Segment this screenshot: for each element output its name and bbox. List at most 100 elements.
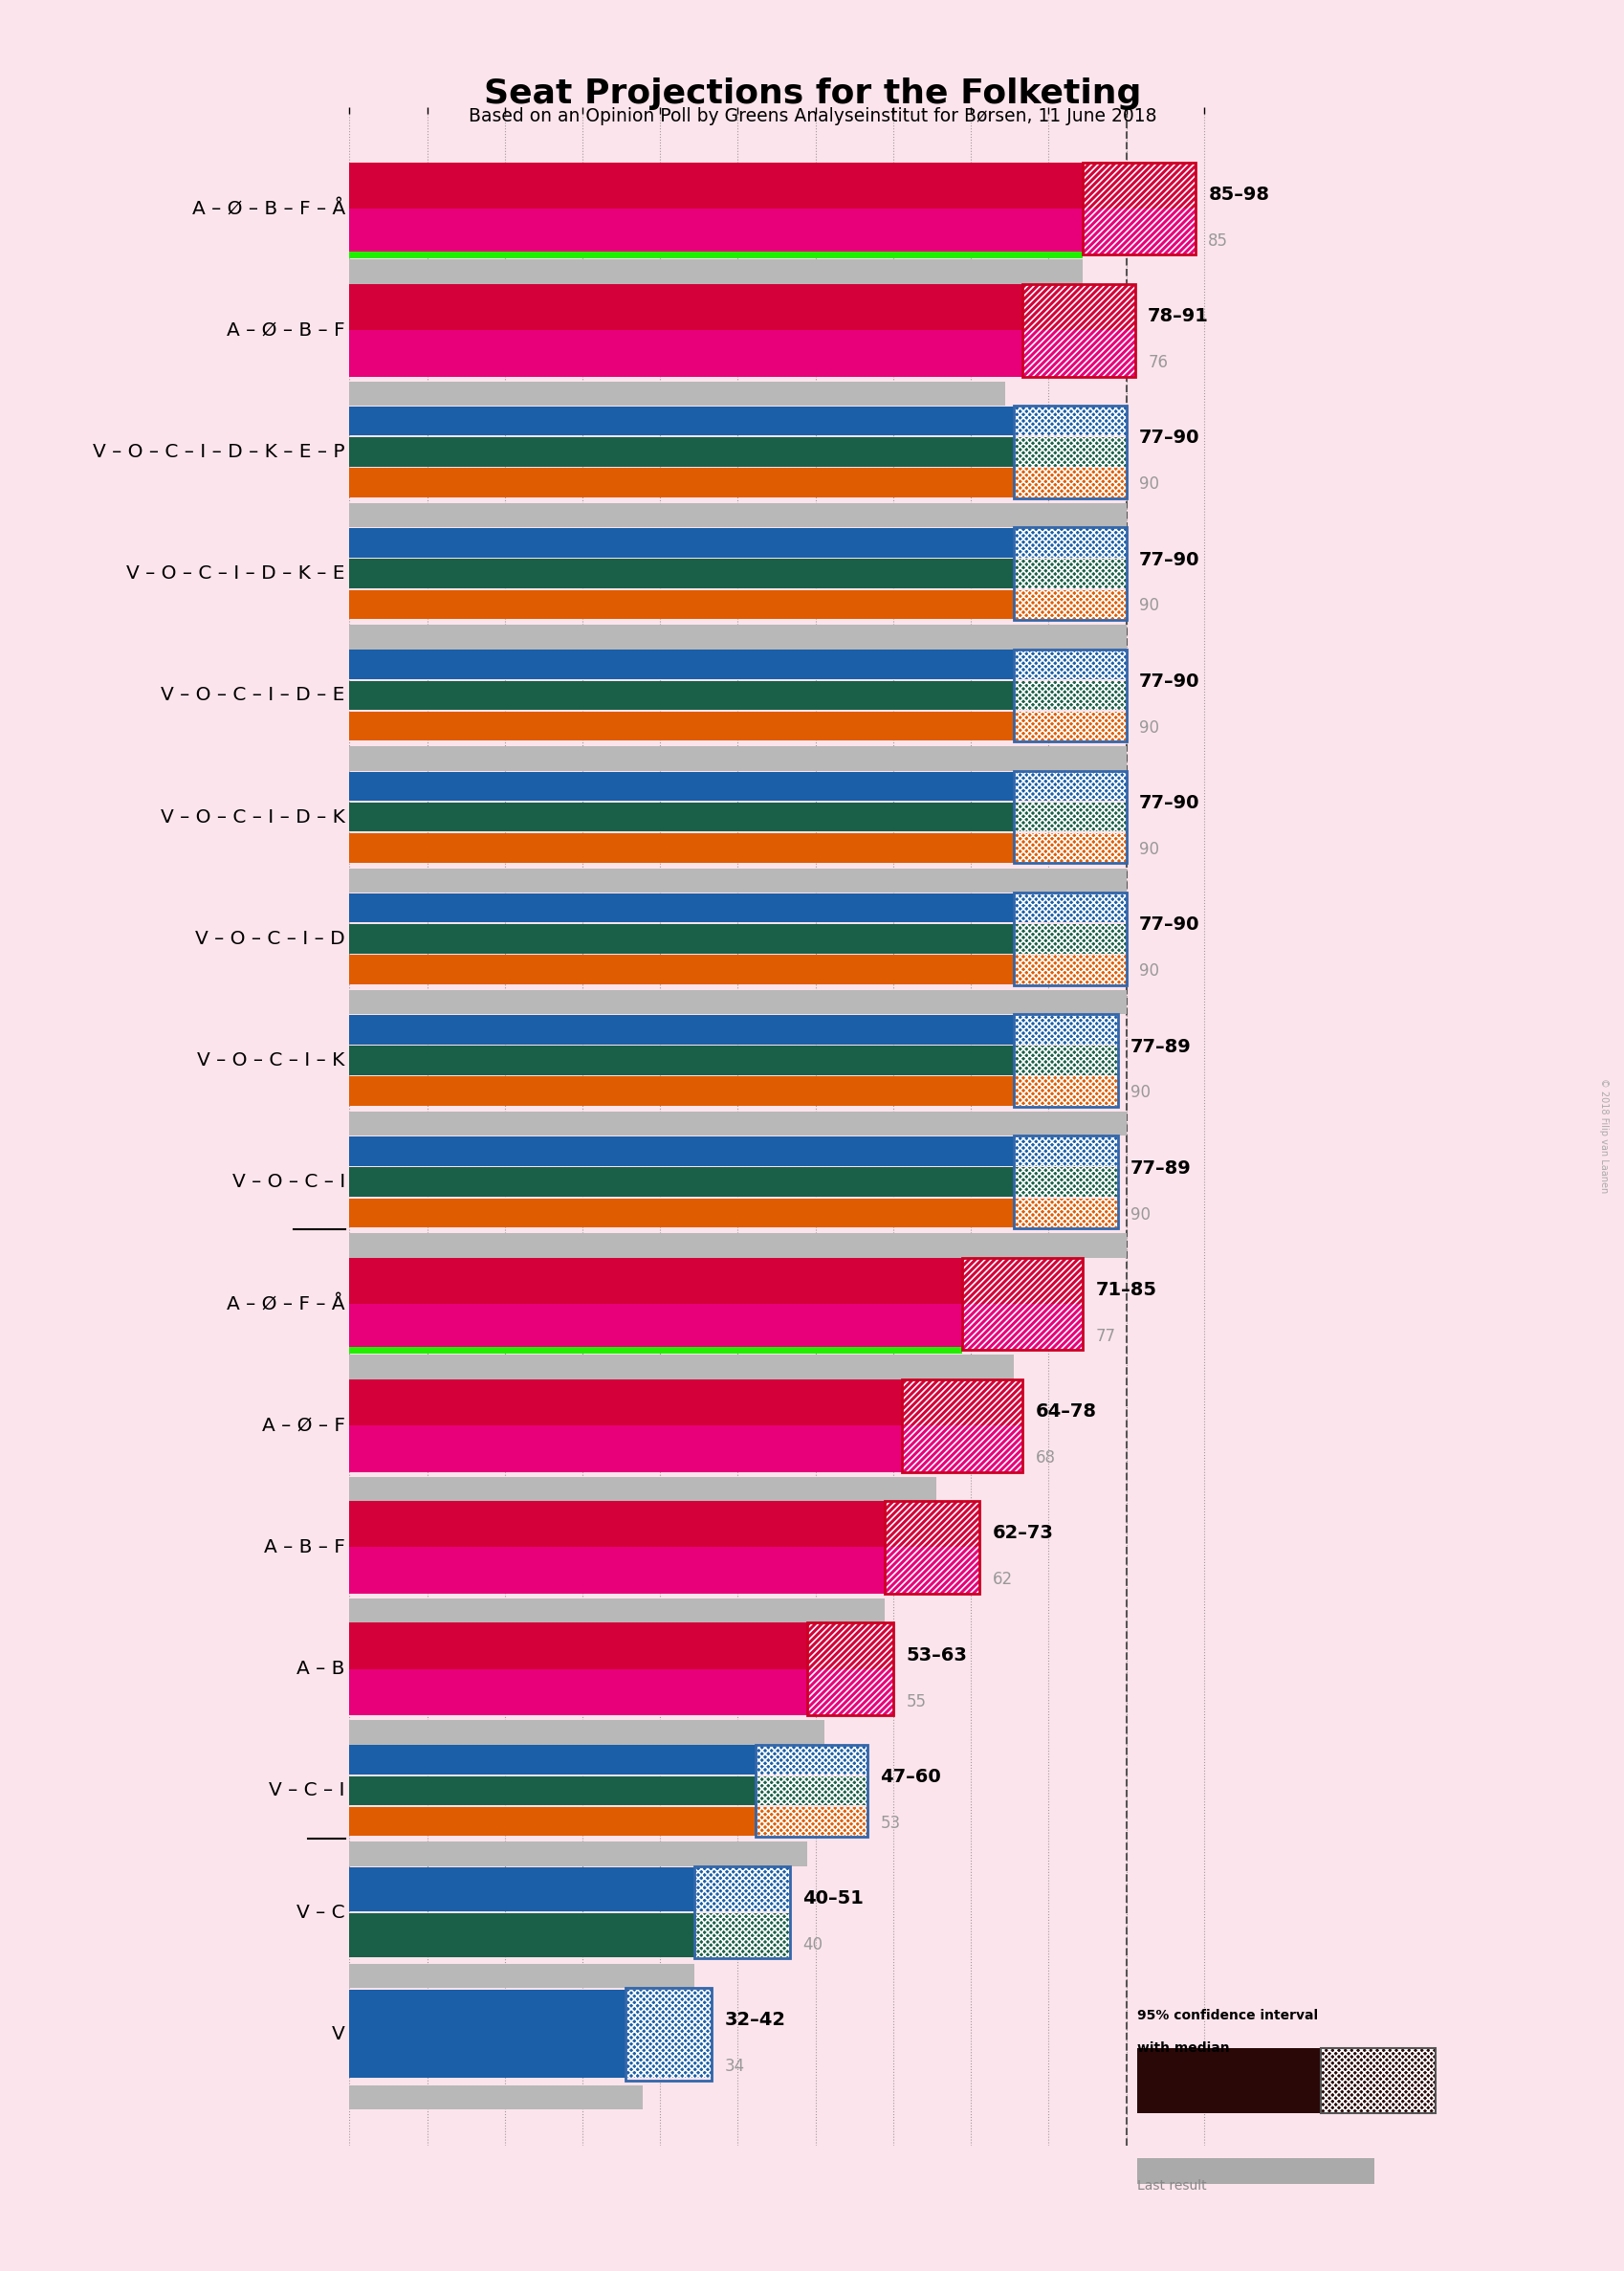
Bar bbox=[625, 1989, 711, 2078]
Bar bbox=[901, 1378, 1021, 1472]
Text: 90: 90 bbox=[1138, 475, 1158, 493]
Bar bbox=[349, 833, 1013, 863]
Text: 34: 34 bbox=[724, 2058, 745, 2076]
Bar bbox=[349, 1426, 901, 1472]
Text: A – B – F: A – B – F bbox=[263, 1537, 344, 1556]
Bar bbox=[883, 1501, 979, 1547]
Bar bbox=[349, 1111, 1125, 1136]
Bar bbox=[901, 1426, 1021, 1472]
Bar bbox=[1013, 681, 1125, 711]
Bar bbox=[1013, 770, 1125, 863]
Bar bbox=[349, 650, 1013, 679]
Text: 77–89: 77–89 bbox=[1130, 1158, 1190, 1176]
Bar bbox=[1021, 284, 1134, 329]
Bar bbox=[1013, 711, 1125, 740]
Text: 90: 90 bbox=[1130, 1083, 1150, 1101]
Bar bbox=[695, 1914, 789, 1958]
Text: 95% confidence interval: 95% confidence interval bbox=[1137, 2010, 1317, 2023]
Bar bbox=[1083, 209, 1195, 254]
Bar bbox=[349, 1501, 883, 1547]
Text: Seat Projections for the Folketing: Seat Projections for the Folketing bbox=[484, 77, 1140, 109]
Bar bbox=[1013, 1015, 1117, 1106]
Bar bbox=[349, 924, 1013, 954]
Bar bbox=[349, 1167, 1013, 1197]
Text: 62: 62 bbox=[992, 1572, 1012, 1587]
Bar bbox=[349, 1378, 901, 1426]
Bar bbox=[349, 1867, 695, 1912]
Bar bbox=[349, 438, 1013, 466]
Text: 85–98: 85–98 bbox=[1208, 186, 1268, 204]
Text: 77–90: 77–90 bbox=[1138, 795, 1199, 813]
Bar bbox=[807, 1669, 893, 1715]
Bar bbox=[1013, 407, 1125, 436]
Bar bbox=[1013, 1138, 1117, 1165]
Bar bbox=[349, 1347, 961, 1354]
Bar bbox=[349, 559, 1013, 588]
Bar bbox=[883, 1547, 979, 1594]
Bar bbox=[1013, 527, 1125, 620]
Bar bbox=[349, 1989, 625, 2078]
Bar bbox=[807, 1624, 893, 1669]
Bar bbox=[349, 868, 1125, 893]
Bar bbox=[349, 1744, 755, 1774]
Bar bbox=[349, 252, 1083, 259]
Text: 78–91: 78–91 bbox=[1147, 307, 1208, 325]
Bar bbox=[961, 1304, 1083, 1351]
Text: 71–85: 71–85 bbox=[1096, 1281, 1156, 1299]
Text: V – O – C – I – D – K – E – P: V – O – C – I – D – K – E – P bbox=[93, 443, 344, 461]
Bar bbox=[1013, 924, 1125, 954]
Bar bbox=[349, 1304, 961, 1351]
Bar bbox=[901, 1378, 1021, 1426]
Text: 90: 90 bbox=[1138, 597, 1158, 615]
Bar bbox=[349, 1599, 883, 1624]
Text: A – Ø – B – F: A – Ø – B – F bbox=[227, 320, 344, 338]
Bar bbox=[349, 284, 1021, 329]
Bar bbox=[1013, 893, 1125, 922]
Bar bbox=[1083, 161, 1195, 254]
Bar bbox=[1013, 1047, 1117, 1074]
Text: A – Ø – F: A – Ø – F bbox=[261, 1417, 344, 1435]
Bar bbox=[349, 1547, 883, 1594]
Bar bbox=[1013, 772, 1125, 802]
Bar bbox=[349, 407, 1013, 436]
Bar bbox=[349, 1199, 1013, 1229]
Text: 62–73: 62–73 bbox=[992, 1524, 1052, 1542]
Text: V – O – C – I: V – O – C – I bbox=[232, 1174, 344, 1192]
Bar bbox=[755, 1744, 867, 1837]
Text: V – C – I: V – C – I bbox=[270, 1783, 344, 1801]
Bar bbox=[1021, 284, 1134, 377]
Bar bbox=[349, 529, 1013, 556]
Text: 47–60: 47–60 bbox=[880, 1767, 940, 1785]
Bar bbox=[1013, 438, 1125, 466]
Bar bbox=[1013, 802, 1125, 831]
Text: 64–78: 64–78 bbox=[1034, 1403, 1096, 1422]
Bar bbox=[349, 1076, 1013, 1106]
Bar bbox=[1013, 1136, 1117, 1229]
Bar bbox=[349, 990, 1125, 1015]
Bar bbox=[1013, 1076, 1117, 1106]
Bar bbox=[349, 1914, 695, 1958]
Bar bbox=[349, 1624, 807, 1669]
Bar bbox=[349, 1776, 755, 1805]
Bar bbox=[349, 681, 1013, 711]
Text: A – Ø – B – F – Å: A – Ø – B – F – Å bbox=[192, 200, 344, 218]
Bar bbox=[695, 1867, 789, 1912]
Bar bbox=[349, 161, 1083, 209]
Bar bbox=[961, 1258, 1083, 1351]
Bar bbox=[1013, 407, 1125, 497]
Bar bbox=[349, 382, 1005, 407]
Bar bbox=[349, 711, 1013, 740]
Text: 85: 85 bbox=[1208, 232, 1228, 250]
Text: 90: 90 bbox=[1130, 1206, 1150, 1224]
Text: 77: 77 bbox=[1096, 1329, 1116, 1344]
Text: 40–51: 40–51 bbox=[802, 1889, 864, 1908]
Text: 76: 76 bbox=[1147, 354, 1168, 370]
Bar bbox=[349, 1719, 823, 1744]
Text: V – O – C – I – D – K – E: V – O – C – I – D – K – E bbox=[127, 565, 344, 584]
Bar bbox=[807, 1624, 893, 1715]
Bar bbox=[349, 772, 1013, 802]
Bar bbox=[349, 802, 1013, 831]
Text: 77–90: 77–90 bbox=[1138, 672, 1199, 690]
Text: 77–89: 77–89 bbox=[1130, 1038, 1190, 1056]
Bar bbox=[349, 1476, 935, 1501]
